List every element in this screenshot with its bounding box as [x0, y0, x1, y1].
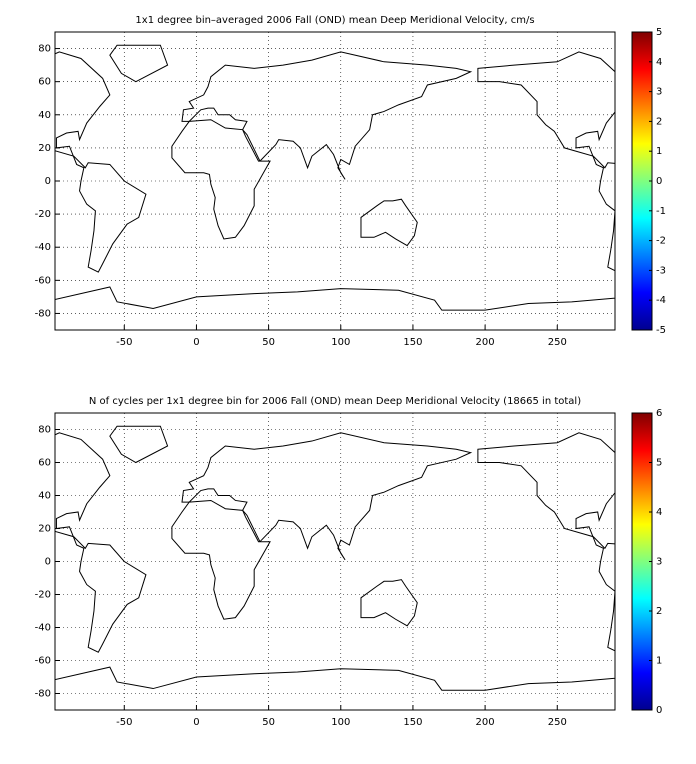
y-tick-label: -40 — [35, 242, 51, 253]
x-tick-label: 200 — [476, 337, 495, 348]
y-tick-label: 60 — [38, 458, 51, 469]
colorbar-tick-label: 2 — [656, 606, 662, 617]
colorbar-tick-label: -5 — [656, 325, 666, 336]
y-tick-label: 80 — [38, 44, 51, 55]
x-tick-label: 50 — [262, 337, 275, 348]
axes-frame — [54, 31, 616, 331]
colorbar-tick-label: 4 — [656, 57, 662, 68]
colorbar-tick-label: 1 — [656, 146, 662, 157]
y-tick-label: 20 — [38, 524, 51, 535]
y-tick-label: 60 — [38, 77, 51, 88]
colorbar-tick-label: 5 — [656, 458, 662, 469]
continents — [0, 45, 687, 333]
y-tick-label: -80 — [35, 308, 51, 319]
y-tick-label: 40 — [38, 491, 51, 502]
map — [0, 45, 687, 333]
colorbar-tick-label: -2 — [656, 236, 666, 247]
y-tick-label: 0 — [45, 557, 51, 568]
colorbar-tick-label: 6 — [656, 408, 662, 419]
chart-title: N of cycles per 1x1 degree bin for 2006 … — [89, 396, 581, 407]
y-tick-label: 20 — [38, 143, 51, 154]
x-tick-label: 200 — [476, 717, 495, 728]
y-tick-label: -80 — [35, 689, 51, 700]
x-tick-label: 250 — [548, 717, 567, 728]
y-tick-label: -60 — [35, 275, 51, 286]
x-tick-label: 150 — [403, 717, 422, 728]
colorbar-tick-label: -4 — [656, 295, 666, 306]
y-tick-label: -40 — [35, 623, 51, 634]
continents — [0, 426, 687, 713]
x-tick-label: 150 — [403, 337, 422, 348]
y-tick-label: 40 — [38, 110, 51, 121]
y-tick-label: 80 — [38, 425, 51, 436]
colorbar-tick-label: 3 — [656, 87, 662, 98]
chart-title: 1x1 degree bin–averaged 2006 Fall (OND) … — [135, 15, 534, 26]
colorbar-tick-label: -3 — [656, 265, 666, 276]
y-tick-label: -20 — [35, 209, 51, 220]
axes-frame — [54, 412, 616, 711]
y-tick-label: -60 — [35, 656, 51, 667]
x-tick-label: 100 — [331, 717, 350, 728]
colorbar-tick-label: 5 — [656, 27, 662, 38]
x-tick-label: 250 — [548, 337, 567, 348]
colorbar-tick-label: 4 — [656, 507, 662, 518]
y-tick-label: -20 — [35, 590, 51, 601]
colorbar-tick-label: 0 — [656, 176, 662, 187]
colorbar-tick-label: 2 — [656, 116, 662, 127]
x-tick-label: -50 — [116, 717, 132, 728]
map — [0, 426, 687, 713]
x-tick-label: 100 — [331, 337, 350, 348]
x-tick-label: 0 — [193, 717, 199, 728]
colorbar-tick-label: 3 — [656, 557, 662, 568]
x-tick-label: -50 — [116, 337, 132, 348]
colorbar-tick-label: -1 — [656, 206, 666, 217]
y-tick-label: 0 — [45, 176, 51, 187]
x-tick-label: 50 — [262, 717, 275, 728]
colorbar-tick-label: 0 — [656, 705, 662, 716]
x-tick-label: 0 — [193, 337, 199, 348]
colorbar-tick-label: 1 — [656, 656, 662, 667]
